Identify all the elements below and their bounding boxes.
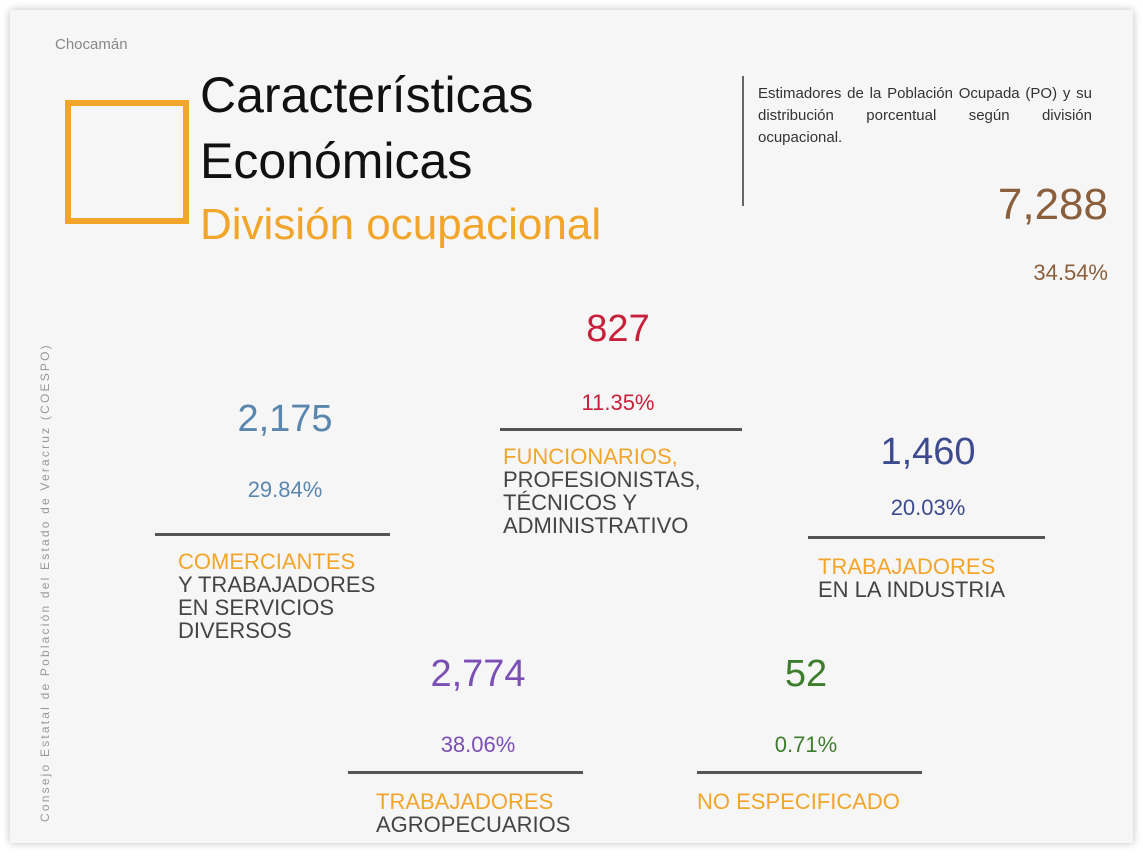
group-label: NO ESPECIFICADO xyxy=(697,790,900,813)
group-rule xyxy=(348,771,583,774)
total-percent: 34.54% xyxy=(1033,260,1108,285)
group-percent: 11.35% xyxy=(581,390,655,415)
label-highlight: TRABAJADORES xyxy=(376,789,554,814)
total: 7,288 xyxy=(997,180,1108,229)
group-label: FUNCIONARIOS, PROFESIONISTAS, TÉCNICOS Y AD… xyxy=(503,445,701,537)
group-percent: 0.71% xyxy=(774,732,838,757)
group-label: TRABAJADORES AGROPECUARIOS xyxy=(376,790,570,836)
label-line: EN SERVICIOS xyxy=(178,595,335,620)
group-percent: 20.03% xyxy=(890,495,966,520)
label-line: PROFESIONISTAS, xyxy=(503,467,701,492)
group-percent: 29.84% xyxy=(247,477,323,502)
group-label: COMERCIANTES Y TRABAJADORES EN SERVICIOS DI… xyxy=(178,550,375,642)
group-percent: 38.06% xyxy=(440,732,516,757)
side-text: Consejo Estatal de Población del Estado … xyxy=(38,343,52,822)
title: Características Económicas xyxy=(200,62,533,194)
municipality: Chocamán xyxy=(55,36,128,53)
group-rule xyxy=(697,771,922,774)
group-rule xyxy=(808,536,1045,539)
subtitle: División ocupacional xyxy=(200,200,602,249)
group-label: TRABAJADORES EN LA INDUSTRIA xyxy=(818,555,1005,601)
group-value: 827 xyxy=(586,308,650,350)
group-rule xyxy=(500,428,742,431)
label-line: DIVERSOS xyxy=(178,618,292,643)
divider xyxy=(742,76,744,206)
label-line: AGROPECUARIOS xyxy=(376,812,571,837)
group-value: 52 xyxy=(784,653,828,695)
title-line: Características xyxy=(200,67,534,123)
label-highlight: FUNCIONARIOS, xyxy=(503,444,678,469)
group-value: 2,175 xyxy=(237,398,333,440)
label-line: TÉCNICOS Y xyxy=(503,490,638,515)
label-line: ADMINISTRATIVO xyxy=(503,513,689,538)
label-line: Y TRABAJADORES xyxy=(178,572,376,597)
label-highlight: TRABAJADORES xyxy=(818,554,996,579)
group-value: 1,460 xyxy=(880,431,976,473)
infographic: Chocamán Consejo Estatal de Población de… xyxy=(10,10,1133,843)
description: Estimadores de la Población Ocupada (PO)… xyxy=(758,85,1092,146)
label-highlight: NO ESPECIFICADO xyxy=(697,789,900,814)
group-value: 2,774 xyxy=(430,653,526,695)
title-line: Económicas xyxy=(200,133,473,189)
label-highlight: COMERCIANTES xyxy=(178,549,356,574)
orange-square xyxy=(65,100,189,224)
group-rule xyxy=(155,533,390,536)
label-line: EN LA INDUSTRIA xyxy=(818,577,1006,602)
